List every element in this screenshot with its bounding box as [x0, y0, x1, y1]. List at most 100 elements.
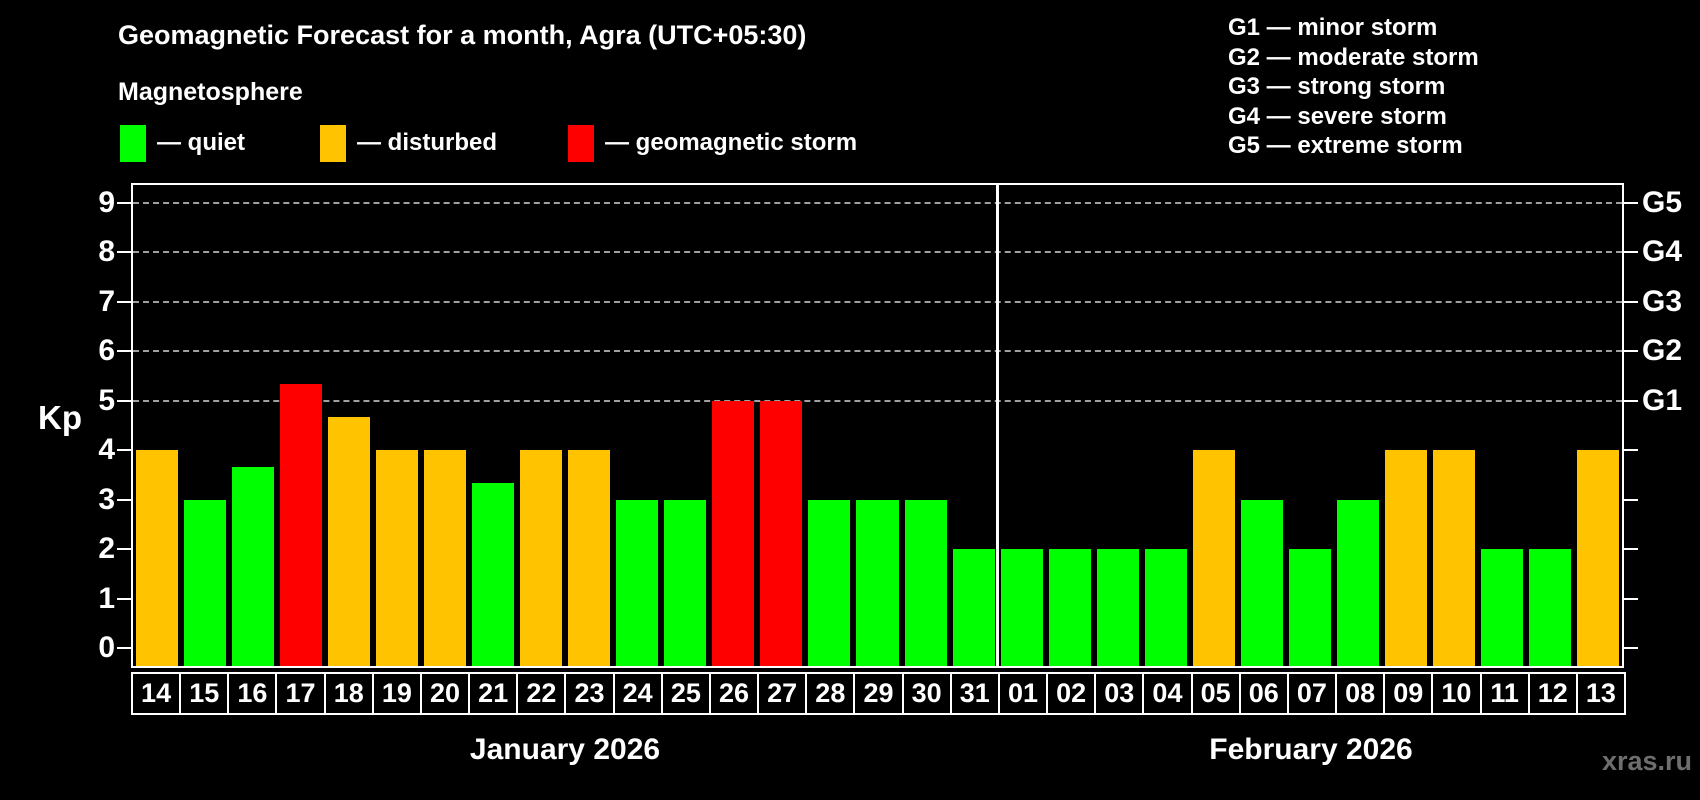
y-tick-left: [117, 449, 131, 452]
month-label-january: January 2026: [469, 733, 661, 766]
kp-bar-24: [616, 499, 659, 666]
gridline-kp6: [133, 350, 1622, 353]
kp-bar-11: [1480, 549, 1523, 666]
g-scale-legend: G1 — minor storm G2 — moderate storm G3 …: [1228, 13, 1479, 161]
storm-swatch-icon: [568, 124, 594, 162]
g-scale-line-g3: G3 — strong storm: [1228, 73, 1446, 100]
day-cell-09: 09: [1383, 672, 1434, 715]
day-cell-07: 07: [1286, 672, 1338, 715]
day-cell-26: 26: [708, 672, 760, 715]
watermark: xras.ru: [1601, 746, 1692, 776]
day-cell-23: 23: [564, 672, 615, 715]
month-label-february: February 2026: [1209, 733, 1413, 766]
y-axis-label-7: 7: [98, 284, 115, 318]
day-cell-27: 27: [757, 672, 808, 715]
y-axis-label-6: 6: [98, 334, 115, 368]
legend-label-disturbed: — disturbed: [357, 129, 498, 156]
kp-bar-10: [1432, 450, 1475, 666]
y-axis-label-9: 9: [98, 186, 115, 219]
day-cell-02: 02: [1046, 672, 1097, 715]
disturbed-swatch-icon: [320, 124, 346, 162]
legend-label-quiet: — quiet: [157, 129, 245, 156]
kp-bar-09: [1384, 450, 1427, 666]
y-axis-label-5: 5: [98, 383, 115, 417]
y-axis-label-0: 0: [98, 631, 115, 664]
y-tick-left: [117, 647, 131, 649]
y-tick-left: [117, 498, 131, 501]
kp-bar-19: [376, 450, 419, 666]
day-cell-25: 25: [660, 672, 711, 715]
day-cell-04: 04: [1142, 672, 1193, 715]
y-tick-right: [1624, 350, 1638, 353]
gridline-kp7: [133, 300, 1622, 303]
legend-item-disturbed: — disturbed: [320, 124, 497, 162]
chart-subtitle: Magnetosphere: [118, 78, 303, 106]
day-cell-15: 15: [179, 672, 230, 715]
y-tick-left: [117, 548, 131, 551]
gridline-kp5: [133, 399, 1622, 402]
day-cell-20: 20: [419, 672, 471, 715]
day-cell-14: 14: [131, 672, 182, 715]
gridline-kp8: [133, 251, 1622, 254]
kp-bar-15: [184, 499, 227, 666]
legend-item-quiet: — quiet: [120, 124, 245, 162]
y-tick-right: [1624, 647, 1638, 649]
kp-bar-23: [568, 450, 611, 666]
y-axis-label-8: 8: [98, 235, 115, 269]
day-cell-30: 30: [901, 672, 952, 715]
day-cell-28: 28: [805, 672, 856, 715]
legend-item-storm: — geomagnetic storm: [568, 124, 857, 162]
kp-bar-03: [1096, 549, 1139, 666]
g-scale-line-g5: G5 — extreme storm: [1228, 132, 1463, 159]
y-tick-left: [117, 251, 131, 254]
y-tick-left: [117, 300, 131, 303]
kp-bar-13: [1576, 450, 1619, 666]
kp-bar-01: [1000, 549, 1043, 666]
day-cell-24: 24: [612, 672, 663, 715]
kp-bar-16: [232, 466, 275, 666]
day-cell-01: 01: [997, 672, 1049, 715]
y-tick-right: [1624, 498, 1638, 501]
kp-bar-17: [280, 384, 323, 666]
kp-bar-27: [760, 400, 803, 666]
day-cell-21: 21: [468, 672, 519, 715]
kp-bar-14: [136, 450, 179, 666]
y-axis-label-1: 1: [98, 581, 115, 615]
y-tick-left: [117, 399, 131, 402]
kp-bar-18: [328, 417, 371, 666]
day-cell-22: 22: [516, 672, 567, 715]
y-axis-label-3: 3: [98, 482, 115, 516]
day-cell-11: 11: [1479, 672, 1530, 715]
y-tick-right: [1624, 251, 1638, 254]
kp-bar-04: [1144, 549, 1187, 666]
quiet-swatch-icon: [120, 124, 146, 162]
y-axis-title: Kp: [38, 399, 82, 436]
day-cell-16: 16: [227, 672, 278, 715]
day-cell-05: 05: [1190, 672, 1241, 715]
g-axis-label-g2: G2: [1642, 334, 1683, 368]
day-axis: 14 15 16 17 18 19 20 21 22 23 24 25 26 27 28 29 30 31 01 02…: [131, 672, 1626, 715]
y-tick-right: [1624, 449, 1638, 452]
y-axis-label-2: 2: [98, 532, 115, 566]
y-tick-left: [117, 597, 131, 600]
g-axis-label-g4: G4: [1642, 235, 1683, 269]
g-scale-line-g1: G1 — minor storm: [1228, 14, 1438, 41]
kp-bar-20: [424, 450, 467, 666]
kp-bar-12: [1528, 549, 1571, 666]
g-axis-label-g1: G1: [1642, 383, 1683, 417]
kp-bar-28: [808, 499, 851, 666]
day-cell-18: 18: [323, 672, 374, 715]
kp-bar-05: [1192, 450, 1235, 666]
kp-bar-31: [952, 549, 995, 666]
legend-label-storm: — geomagnetic storm: [605, 129, 858, 156]
kp-bar-22: [520, 450, 563, 666]
y-axis-label-4: 4: [98, 433, 115, 467]
y-tick-right: [1624, 597, 1638, 600]
y-tick-right: [1624, 300, 1638, 303]
kp-bar-30: [904, 499, 947, 666]
g-axis-label-g3: G3: [1642, 284, 1683, 318]
y-tick-right: [1624, 202, 1638, 204]
kp-bar-06: [1240, 499, 1283, 666]
kp-bar-29: [856, 499, 899, 666]
